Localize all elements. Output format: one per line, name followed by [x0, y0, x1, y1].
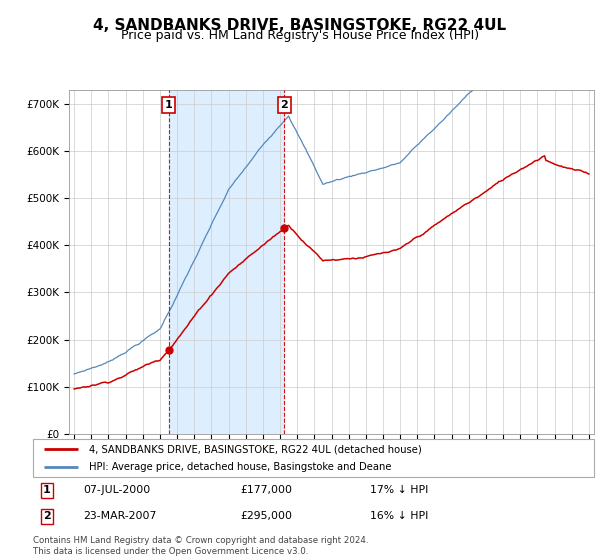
Text: 1: 1	[164, 100, 172, 110]
Text: Contains HM Land Registry data © Crown copyright and database right 2024.
This d: Contains HM Land Registry data © Crown c…	[33, 536, 368, 556]
Text: 4, SANDBANKS DRIVE, BASINGSTOKE, RG22 4UL (detached house): 4, SANDBANKS DRIVE, BASINGSTOKE, RG22 4U…	[89, 444, 422, 454]
Text: HPI: Average price, detached house, Basingstoke and Deane: HPI: Average price, detached house, Basi…	[89, 462, 392, 472]
Text: 2: 2	[280, 100, 288, 110]
Text: 16% ↓ HPI: 16% ↓ HPI	[370, 511, 428, 521]
Text: 4, SANDBANKS DRIVE, BASINGSTOKE, RG22 4UL: 4, SANDBANKS DRIVE, BASINGSTOKE, RG22 4U…	[94, 18, 506, 33]
Text: £295,000: £295,000	[241, 511, 293, 521]
Text: 07-JUL-2000: 07-JUL-2000	[83, 485, 151, 495]
Text: 17% ↓ HPI: 17% ↓ HPI	[370, 485, 428, 495]
Text: £177,000: £177,000	[241, 485, 293, 495]
FancyBboxPatch shape	[33, 439, 594, 477]
Text: 2: 2	[43, 511, 51, 521]
Text: 23-MAR-2007: 23-MAR-2007	[83, 511, 157, 521]
Text: 1: 1	[43, 485, 51, 495]
Text: Price paid vs. HM Land Registry's House Price Index (HPI): Price paid vs. HM Land Registry's House …	[121, 29, 479, 42]
Bar	[169, 90, 284, 434]
